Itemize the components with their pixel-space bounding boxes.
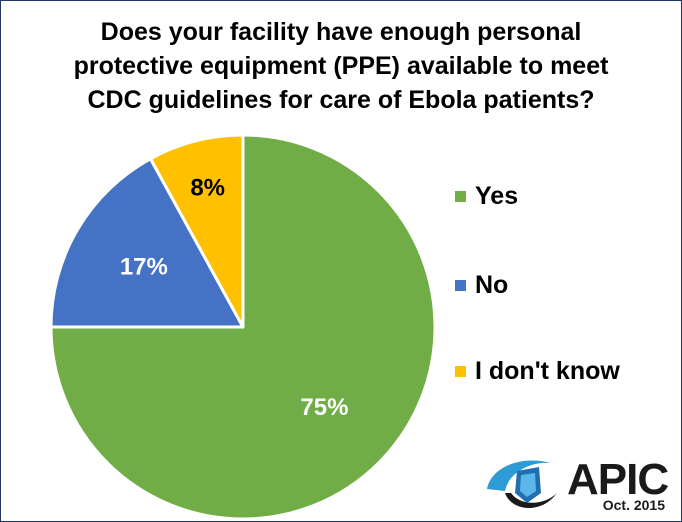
legend-swatch-dont-know [455,365,466,377]
title-line-2: protective equipment (PPE) available to … [73,52,609,80]
legend-item-dont-know: I don't know [455,356,620,386]
title-line-1: Does your facility have enough personal [100,18,582,46]
legend-item-yes: Yes [455,181,518,211]
legend-label-no: No [475,270,509,299]
legend-label-dont-know: I don't know [475,356,620,385]
legend-label-yes: Yes [475,181,519,210]
pie-slice-dont-know [149,133,245,329]
legend-swatch-yes [455,190,466,202]
legend-swatch-no [455,279,466,291]
data-label-dont-know: 8% [190,175,225,202]
logo-date: Oct. 2015 [602,497,665,513]
pie-slice-no [49,157,245,329]
title-line-3: CDC guidelines for care of Ebola patient… [87,86,595,114]
logo-wordmark: APIC [567,455,669,504]
chart-title: Does your facility have enough personal … [11,15,671,117]
apic-logo: APIC Oct. 2015 [481,453,671,515]
apic-shield-icon [487,460,557,509]
data-label-yes: 75% [300,394,348,421]
data-label-no: 17% [120,254,168,281]
legend-item-no: No [455,270,508,300]
pie-slice-yes [49,133,437,521]
